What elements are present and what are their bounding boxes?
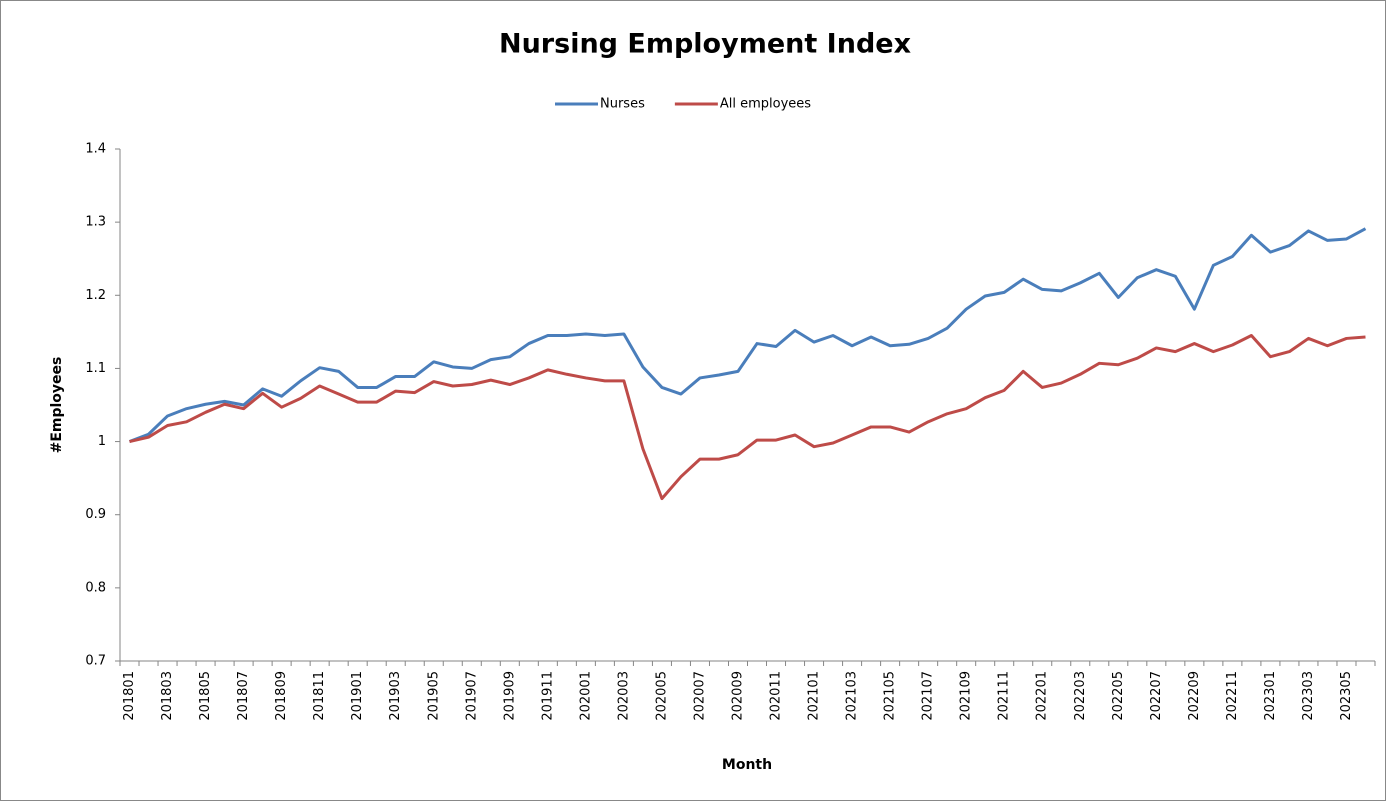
x-tick-label: 202007 bbox=[692, 671, 707, 721]
x-tick-label: 202009 bbox=[730, 671, 745, 721]
x-tick-label: 202107 bbox=[921, 671, 936, 721]
x-tick-label: 201803 bbox=[160, 671, 175, 721]
x-axis-title: Month bbox=[722, 757, 772, 773]
x-tick-label: 202105 bbox=[883, 671, 898, 721]
x-tick-label: 202209 bbox=[1187, 671, 1202, 721]
y-tick-label: 1.1 bbox=[85, 361, 106, 376]
x-tick-label: 201903 bbox=[388, 671, 403, 721]
x-tick-label: 202203 bbox=[1073, 671, 1088, 721]
x-tick-label: 201805 bbox=[198, 671, 213, 721]
x-tick-label: 201911 bbox=[540, 671, 555, 721]
y-axis-title: #Employees bbox=[49, 357, 65, 454]
x-tick-label: 202303 bbox=[1301, 671, 1316, 721]
x-tick-label: 202005 bbox=[654, 671, 669, 721]
legend-label: Nurses bbox=[600, 97, 645, 112]
x-tick-label: 201901 bbox=[350, 671, 365, 721]
x-tick-label: 202111 bbox=[997, 671, 1012, 721]
x-tick-label: 201905 bbox=[426, 671, 441, 721]
x-tick-label: 202003 bbox=[616, 671, 631, 721]
x-tick-label: 201809 bbox=[274, 671, 289, 721]
x-tick-label: 201807 bbox=[236, 671, 251, 721]
x-tick-label: 201811 bbox=[312, 671, 327, 721]
x-tick-label: 201801 bbox=[122, 671, 137, 721]
x-tick-label: 202207 bbox=[1149, 671, 1164, 721]
x-tick-label: 202301 bbox=[1263, 671, 1278, 721]
legend-label: All employees bbox=[720, 97, 811, 112]
chart-title: Nursing Employment Index bbox=[499, 29, 911, 60]
x-tick-label: 202103 bbox=[845, 671, 860, 721]
x-tick-label: 202305 bbox=[1339, 671, 1354, 721]
x-tick-label: 202205 bbox=[1111, 671, 1126, 721]
y-tick-label: 0.7 bbox=[85, 654, 106, 669]
y-tick-label: 1 bbox=[98, 434, 106, 449]
x-tick-label: 202001 bbox=[578, 671, 593, 721]
y-tick-label: 1.4 bbox=[85, 142, 106, 157]
x-tick-label: 202101 bbox=[807, 671, 822, 721]
x-tick-label: 202201 bbox=[1035, 671, 1050, 721]
x-tick-label: 201909 bbox=[502, 671, 517, 721]
y-tick-label: 0.9 bbox=[85, 507, 106, 522]
x-tick-label: 202109 bbox=[959, 671, 974, 721]
y-tick-label: 1.3 bbox=[85, 215, 106, 230]
series-line bbox=[128, 227, 1367, 443]
x-tick-label: 201907 bbox=[464, 671, 479, 721]
x-tick-label: 202011 bbox=[769, 671, 784, 721]
y-tick-label: 0.8 bbox=[85, 580, 106, 595]
series-line bbox=[129, 334, 1366, 501]
x-tick-label: 202211 bbox=[1225, 671, 1240, 721]
y-tick-label: 1.2 bbox=[85, 288, 106, 303]
